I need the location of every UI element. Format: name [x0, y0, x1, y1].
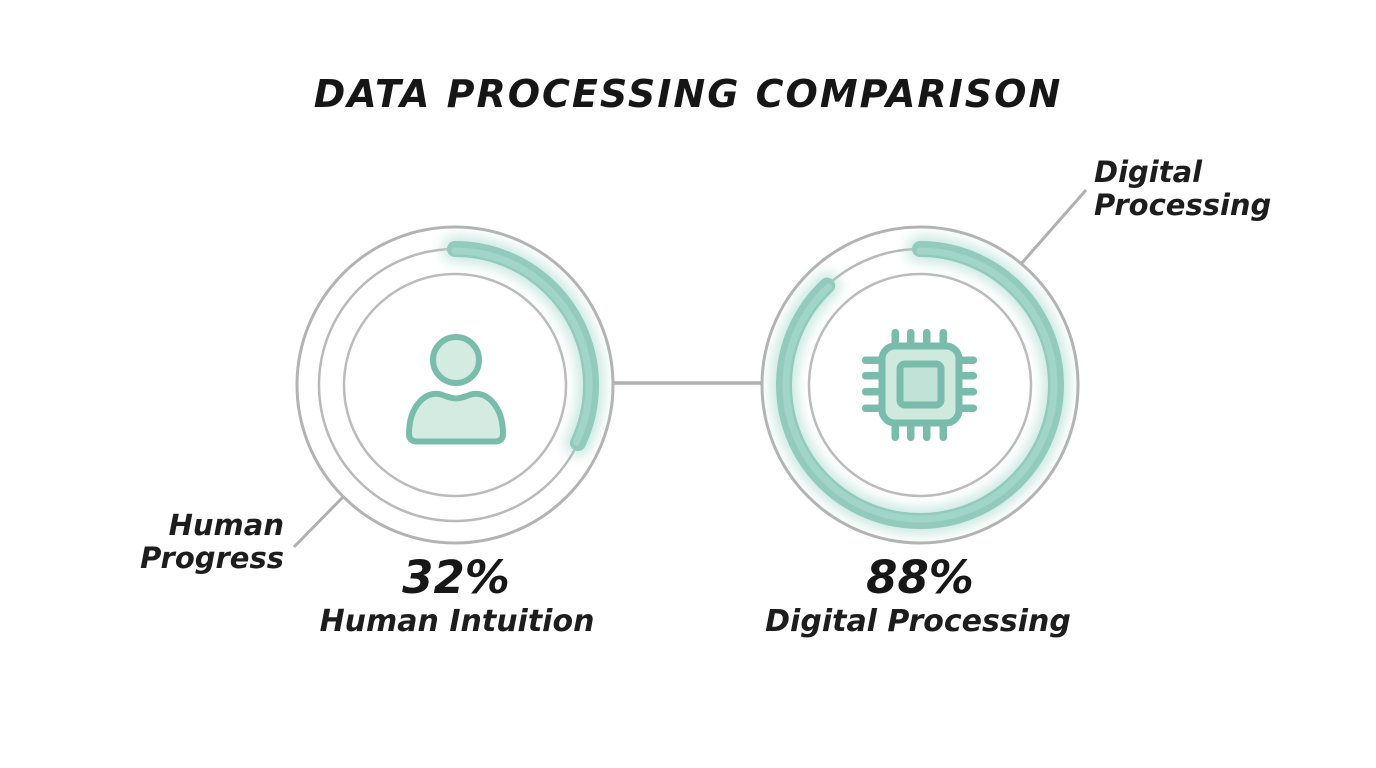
- callout-line-human: [292, 495, 345, 549]
- inner-ring: [807, 272, 1033, 498]
- gauge-label-digital: Digital Processing: [765, 604, 1071, 639]
- gauge-digital: [760, 225, 1080, 545]
- inner-ring: [342, 272, 568, 498]
- outer-ring: [295, 225, 615, 545]
- gauge-human: [295, 225, 615, 545]
- gauge-label-human: Human Intuition: [319, 604, 595, 639]
- outer-ring: [760, 225, 1080, 545]
- callout-label-human: Human Progress: [140, 508, 284, 575]
- percent-value-digital: 88%: [866, 551, 974, 604]
- callout-line-digital: [1019, 189, 1088, 265]
- percent-value-human: 32%: [402, 551, 510, 604]
- callout-label-digital: Digital Processing: [1094, 155, 1272, 222]
- chart-title: DATA PROCESSING COMPARISON: [313, 72, 1063, 116]
- progress-arc-highlight: [782, 247, 1058, 523]
- chip-icon: [862, 329, 977, 441]
- person-icon: [406, 334, 506, 445]
- progress-arc-highlight: [317, 247, 593, 523]
